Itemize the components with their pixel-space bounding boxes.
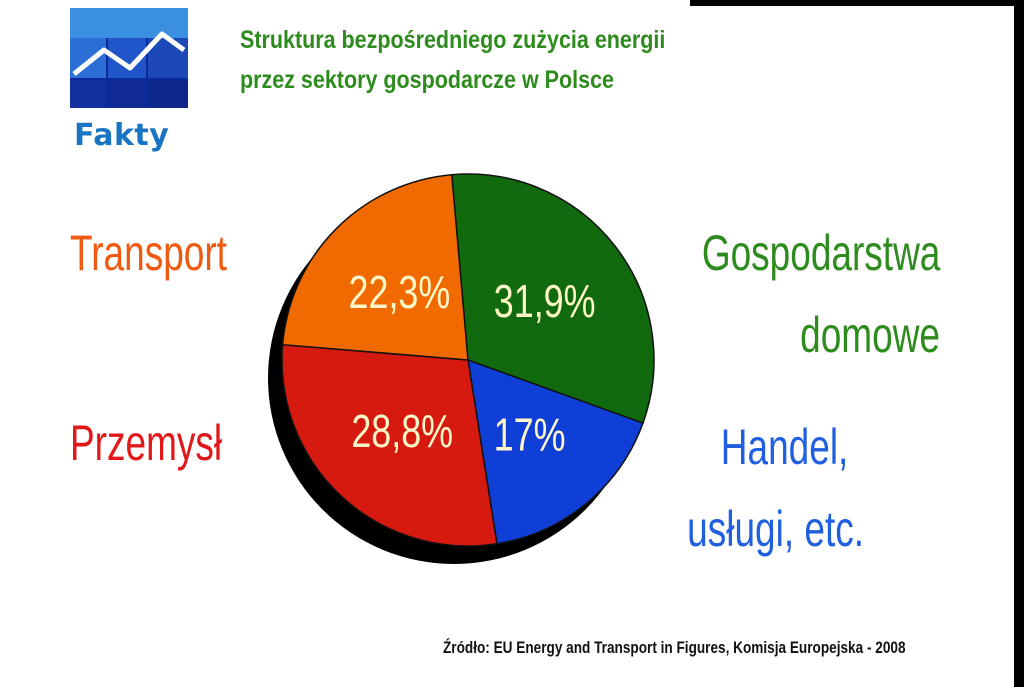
frame-top-border <box>690 0 1024 6</box>
chart-title-line-2: przez sektory gospodarcze w Polsce <box>240 66 615 94</box>
legend-label-handel-line-1: Handel, <box>720 419 848 475</box>
legend-label-gospodarstwa-line-2: domowe <box>800 307 940 363</box>
legend-label-przemysl: Przemysł <box>70 415 223 471</box>
pie-slice-4 <box>281 173 469 361</box>
pie-slice-1 <box>450 173 655 425</box>
pie-value-label-2: 17% <box>494 409 566 460</box>
chart-logo-icon <box>70 8 188 108</box>
source-note: Źródło: EU Energy and Transport in Figur… <box>443 638 906 657</box>
chart-title-line-1: Struktura bezpośredniego zużycia energii <box>240 26 666 54</box>
frame-right-border <box>1014 0 1024 687</box>
pie-slice-3 <box>281 343 498 547</box>
legend-label-handel-line-2: usługi, etc. <box>687 501 864 557</box>
pie-slice-2 <box>467 358 644 545</box>
legend-label-gospodarstwa-line-1: Gospodarstwa <box>701 225 940 281</box>
legend-label-transport: Transport <box>70 225 227 281</box>
chart-title: Struktura bezpośredniego zużycia energii… <box>240 20 722 100</box>
pie-chart: 31,9% 17% 28,8% 22,3% <box>268 173 655 564</box>
logo-label: Fakty <box>74 118 170 153</box>
pie-value-label-4: 22,3% <box>349 267 451 318</box>
pie-value-label-3: 28,8% <box>351 406 453 457</box>
pie-value-label-1: 31,9% <box>494 276 596 327</box>
